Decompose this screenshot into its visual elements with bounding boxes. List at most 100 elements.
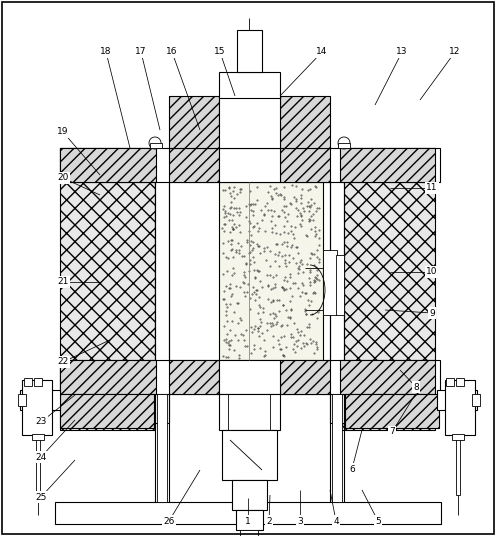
Text: 6: 6: [349, 465, 355, 473]
Point: [277, 345, 285, 354]
Point: [237, 242, 245, 251]
Point: [290, 345, 298, 354]
Point: [257, 206, 265, 214]
Point: [298, 215, 306, 224]
Point: [281, 258, 289, 267]
Bar: [60, 148, 155, 430]
Bar: [236, 510, 263, 530]
Point: [272, 189, 280, 197]
Point: [225, 337, 233, 346]
Point: [256, 343, 264, 352]
Point: [256, 302, 264, 311]
Point: [288, 241, 296, 249]
Point: [263, 242, 271, 251]
Point: [227, 292, 235, 300]
Point: [309, 215, 317, 224]
Point: [287, 332, 295, 341]
Point: [310, 260, 318, 269]
Point: [249, 244, 257, 253]
Point: [296, 220, 304, 228]
Point: [229, 252, 237, 261]
Bar: [150, 143, 162, 148]
Bar: [60, 360, 440, 394]
Point: [267, 206, 275, 214]
Point: [294, 342, 302, 351]
Point: [240, 278, 248, 287]
Point: [275, 262, 283, 271]
Point: [282, 285, 290, 293]
Point: [276, 229, 284, 238]
Point: [282, 262, 290, 270]
Text: 12: 12: [449, 48, 461, 56]
Point: [223, 300, 231, 308]
Point: [227, 191, 235, 200]
Point: [274, 191, 282, 200]
Point: [306, 335, 314, 344]
Point: [286, 312, 294, 321]
Text: 24: 24: [35, 452, 47, 461]
Bar: [338, 143, 350, 148]
Point: [268, 227, 276, 236]
Point: [305, 301, 313, 309]
Point: [274, 251, 282, 259]
Point: [228, 290, 236, 299]
Point: [240, 271, 248, 280]
Point: [273, 240, 281, 248]
Point: [295, 263, 303, 272]
Point: [247, 206, 254, 214]
Point: [233, 208, 241, 217]
Point: [292, 243, 300, 252]
Bar: [340, 148, 435, 182]
Point: [236, 245, 244, 254]
Point: [310, 198, 318, 207]
Point: [255, 267, 263, 276]
Point: [237, 282, 245, 291]
Point: [252, 196, 260, 204]
Point: [290, 193, 298, 202]
Point: [234, 299, 242, 307]
Point: [221, 202, 229, 210]
Point: [223, 311, 231, 319]
Point: [314, 255, 322, 263]
Point: [266, 285, 274, 294]
Bar: [437, 390, 477, 410]
Point: [278, 283, 286, 292]
Point: [268, 195, 276, 204]
Bar: [55, 502, 441, 524]
Point: [224, 209, 232, 217]
Text: 14: 14: [316, 48, 328, 56]
Point: [278, 283, 286, 292]
Point: [247, 187, 254, 195]
Point: [264, 295, 272, 304]
Point: [297, 194, 305, 203]
Text: 11: 11: [426, 183, 438, 192]
Point: [225, 344, 233, 353]
Point: [263, 325, 271, 334]
Point: [301, 307, 309, 316]
Point: [235, 204, 243, 212]
Point: [275, 211, 283, 220]
Point: [249, 222, 257, 231]
Point: [287, 227, 295, 236]
Point: [226, 204, 234, 212]
Point: [236, 207, 244, 216]
Point: [308, 249, 315, 257]
Point: [300, 206, 308, 215]
Point: [311, 273, 319, 281]
Point: [232, 282, 240, 291]
Point: [220, 336, 228, 344]
Point: [269, 343, 277, 351]
Point: [256, 277, 264, 286]
Point: [277, 332, 285, 341]
Point: [225, 341, 233, 349]
Point: [225, 183, 233, 191]
Point: [246, 241, 253, 249]
Point: [277, 191, 285, 199]
Point: [220, 227, 228, 235]
Point: [221, 206, 229, 215]
Point: [266, 247, 274, 255]
Point: [242, 292, 249, 301]
Point: [256, 249, 264, 257]
Point: [306, 215, 313, 224]
Point: [254, 242, 262, 250]
